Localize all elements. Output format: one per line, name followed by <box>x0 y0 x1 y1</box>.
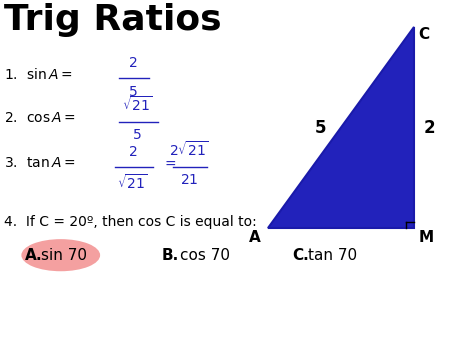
Text: cos 70: cos 70 <box>180 248 230 263</box>
Text: $\sqrt{21}$: $\sqrt{21}$ <box>117 173 148 192</box>
Text: $2$: $2$ <box>128 145 137 159</box>
Text: $5$: $5$ <box>128 84 138 98</box>
Text: C: C <box>418 27 430 42</box>
Text: 2.  $\cos A =$: 2. $\cos A =$ <box>4 111 76 125</box>
Text: 5: 5 <box>315 119 326 137</box>
Text: 1.  $\sin A =$: 1. $\sin A =$ <box>4 67 73 82</box>
Text: $21$: $21$ <box>180 173 198 187</box>
Text: $\sqrt{21}$: $\sqrt{21}$ <box>122 95 153 114</box>
Ellipse shape <box>22 239 100 271</box>
Text: 2: 2 <box>424 119 436 137</box>
Text: B.: B. <box>162 248 179 263</box>
Text: M: M <box>418 230 434 245</box>
Text: $5$: $5$ <box>132 128 142 142</box>
Text: $2\sqrt{21}$: $2\sqrt{21}$ <box>169 140 209 159</box>
Text: A: A <box>249 230 261 245</box>
Text: Trig Ratios: Trig Ratios <box>4 3 222 38</box>
Text: $2$: $2$ <box>128 56 137 70</box>
Text: $=$: $=$ <box>162 156 177 170</box>
Text: sin 70: sin 70 <box>41 248 87 263</box>
Text: 4.  If C = 20º, then cos C is equal to:: 4. If C = 20º, then cos C is equal to: <box>4 215 257 228</box>
Text: 3.  $\tan A =$: 3. $\tan A =$ <box>4 156 76 170</box>
Polygon shape <box>268 27 414 228</box>
Text: tan 70: tan 70 <box>308 248 357 263</box>
Text: A.: A. <box>25 248 42 263</box>
Text: C.: C. <box>292 248 309 263</box>
